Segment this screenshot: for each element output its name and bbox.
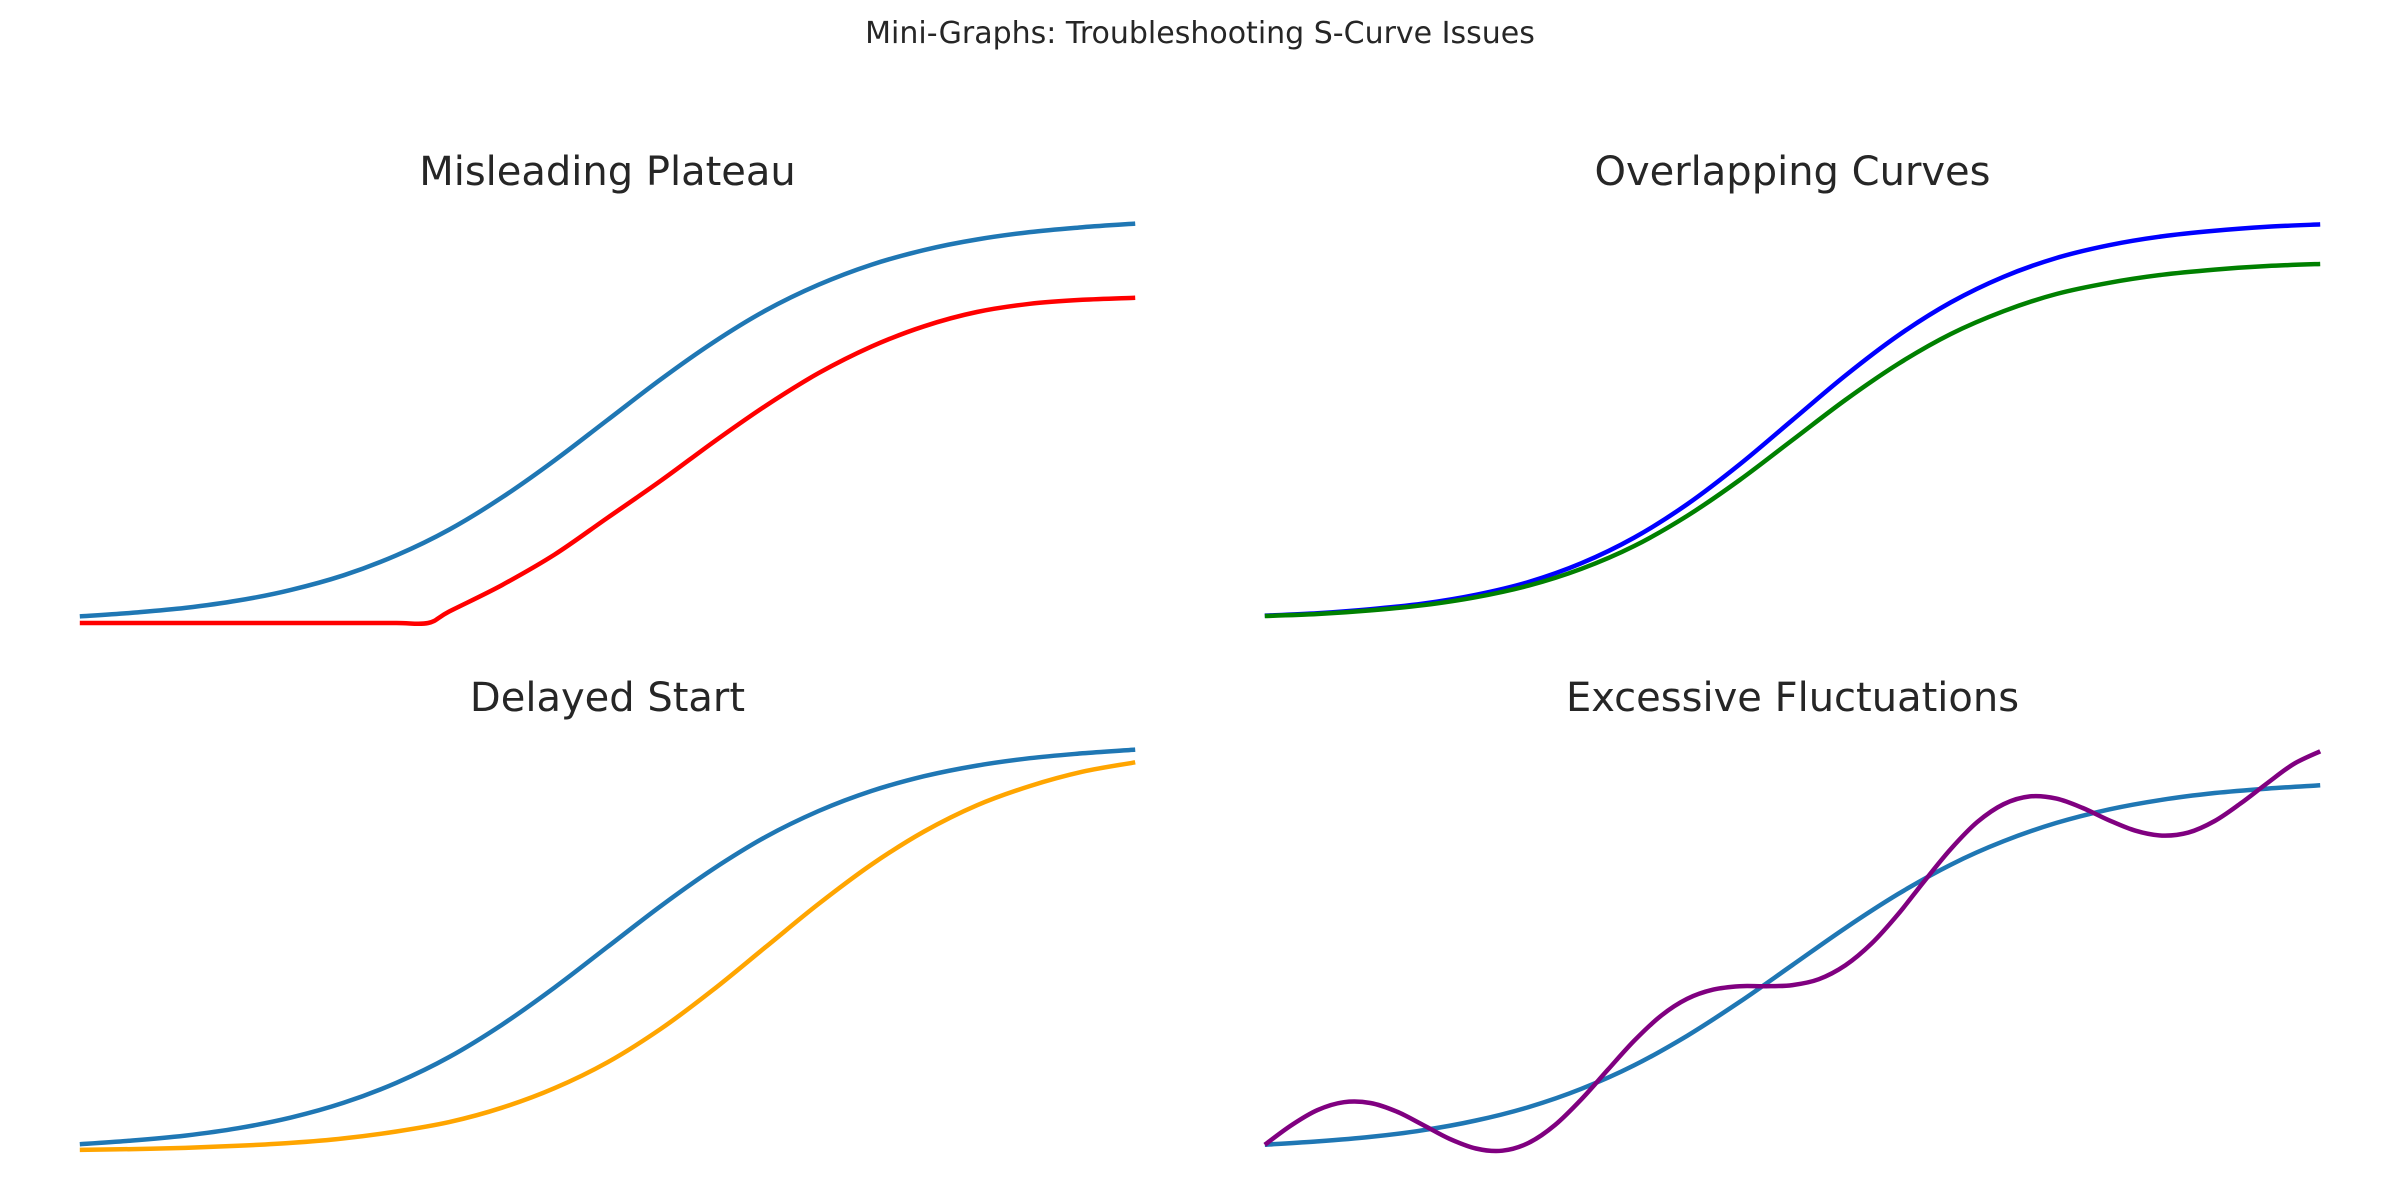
panel-overlapping-curves: Overlapping Curves	[1212, 140, 2373, 636]
panel-title-overlapping-curves: Overlapping Curves	[1594, 149, 1991, 195]
panel-title-delayed-start: Delayed Start	[469, 675, 746, 721]
panel-title-excessive-fluctuations: Excessive Fluctuations	[1565, 675, 2020, 721]
plot-area-delayed-start	[27, 730, 1188, 1172]
curve-smooth-s-curve	[79, 221, 1136, 619]
plot-area-overlapping-curves	[1212, 204, 2373, 636]
panel-title-misleading-plateau: Misleading Plateau	[419, 149, 796, 195]
curve-delayed-s-curve	[79, 760, 1136, 1153]
curve-plateau-then-rise	[79, 295, 1136, 627]
panel-misleading-plateau: Misleading Plateau	[27, 140, 1188, 636]
curve-lower-s-curve	[1264, 261, 2321, 619]
plot-area-misleading-plateau	[27, 204, 1188, 636]
curve-fluctuating-s-curve	[1263, 749, 2322, 1154]
panel-delayed-start: Delayed Start	[27, 666, 1188, 1172]
panel-excessive-fluctuations: Excessive Fluctuations	[1212, 666, 2373, 1172]
plot-area-excessive-fluctuations	[1212, 730, 2373, 1172]
figure-title: Mini-Graphs: Troubleshooting S-Curve Iss…	[865, 16, 1535, 51]
curve-smooth-s-curve	[1264, 782, 2321, 1148]
curve-upper-s-curve	[1264, 222, 2321, 618]
curve-on-time-s-curve	[79, 747, 1136, 1147]
